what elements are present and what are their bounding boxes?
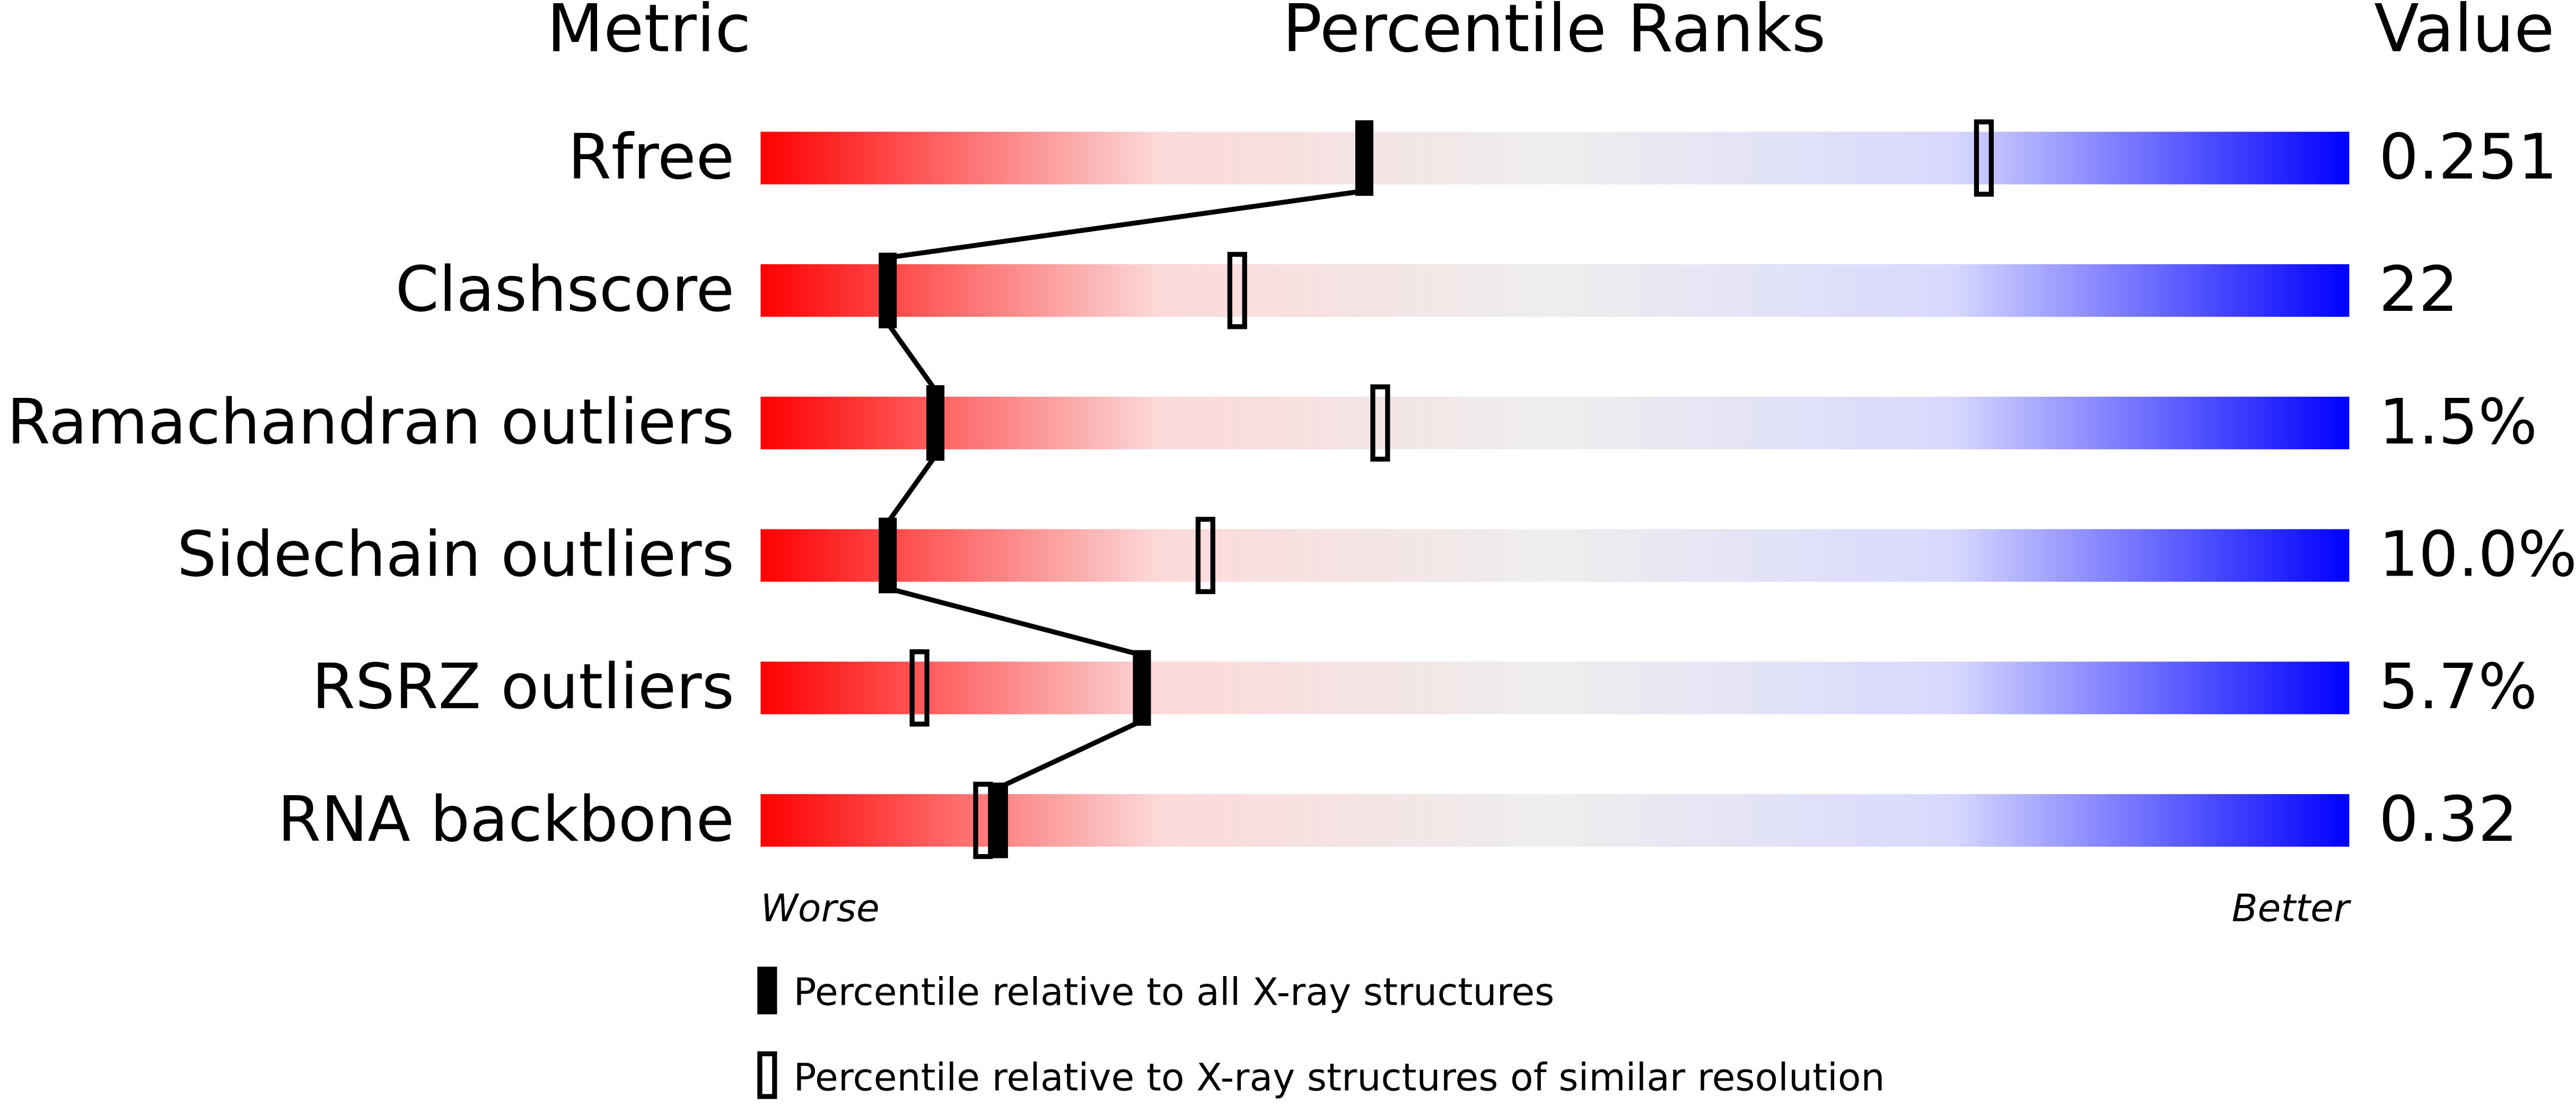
percentile-marker xyxy=(879,253,897,328)
percentile-bar xyxy=(760,132,2350,185)
percentile-bar xyxy=(760,396,2350,449)
percentile-bar xyxy=(760,529,2350,582)
metric-value: 0.251 xyxy=(2379,120,2557,193)
metric-label: Rfree xyxy=(568,120,734,193)
legend-swatch xyxy=(757,1051,777,1099)
metric-value: 5.7% xyxy=(2379,650,2537,723)
metric-value: 22 xyxy=(2379,253,2458,326)
percentile-marker-open xyxy=(909,649,930,727)
percentile-marker xyxy=(926,385,945,461)
legend-label: Percentile relative to all X-ray structu… xyxy=(793,970,1554,1014)
percentile-marker-open xyxy=(973,781,993,859)
column-header: Metric xyxy=(547,0,751,67)
percentile-bar xyxy=(760,662,2350,715)
percentile-marker xyxy=(1133,650,1151,726)
percentile-marker xyxy=(989,782,1008,858)
percentile-marker-open xyxy=(1370,384,1390,462)
metric-label: RSRZ outliers xyxy=(312,650,734,723)
metric-label: RNA backbone xyxy=(278,783,734,856)
metric-label: Sidechain outliers xyxy=(177,518,734,590)
percentile-bar xyxy=(760,264,2350,317)
legend-swatch xyxy=(757,967,777,1015)
legend-label: Percentile relative to X-ray structures … xyxy=(793,1056,1885,1100)
column-header: Percentile Ranks xyxy=(1282,0,1826,67)
column-header: Value xyxy=(2374,0,2554,67)
percentile-marker-open xyxy=(1974,119,1994,197)
metric-value: 10.0% xyxy=(2379,518,2576,590)
metric-value: 0.32 xyxy=(2379,783,2518,856)
percentile-bar xyxy=(760,794,2350,847)
percentile-marker-open xyxy=(1227,251,1247,329)
percentile-marker xyxy=(1355,120,1373,196)
percentile-marker-open xyxy=(1195,517,1215,594)
axis-label: Worse xyxy=(760,886,879,930)
metric-label: Ramachandran outliers xyxy=(7,386,734,458)
axis-label: Better xyxy=(2232,886,2351,930)
metric-value: 1.5% xyxy=(2379,386,2537,458)
metric-label: Clashscore xyxy=(396,253,734,326)
percentile-marker xyxy=(879,517,897,594)
